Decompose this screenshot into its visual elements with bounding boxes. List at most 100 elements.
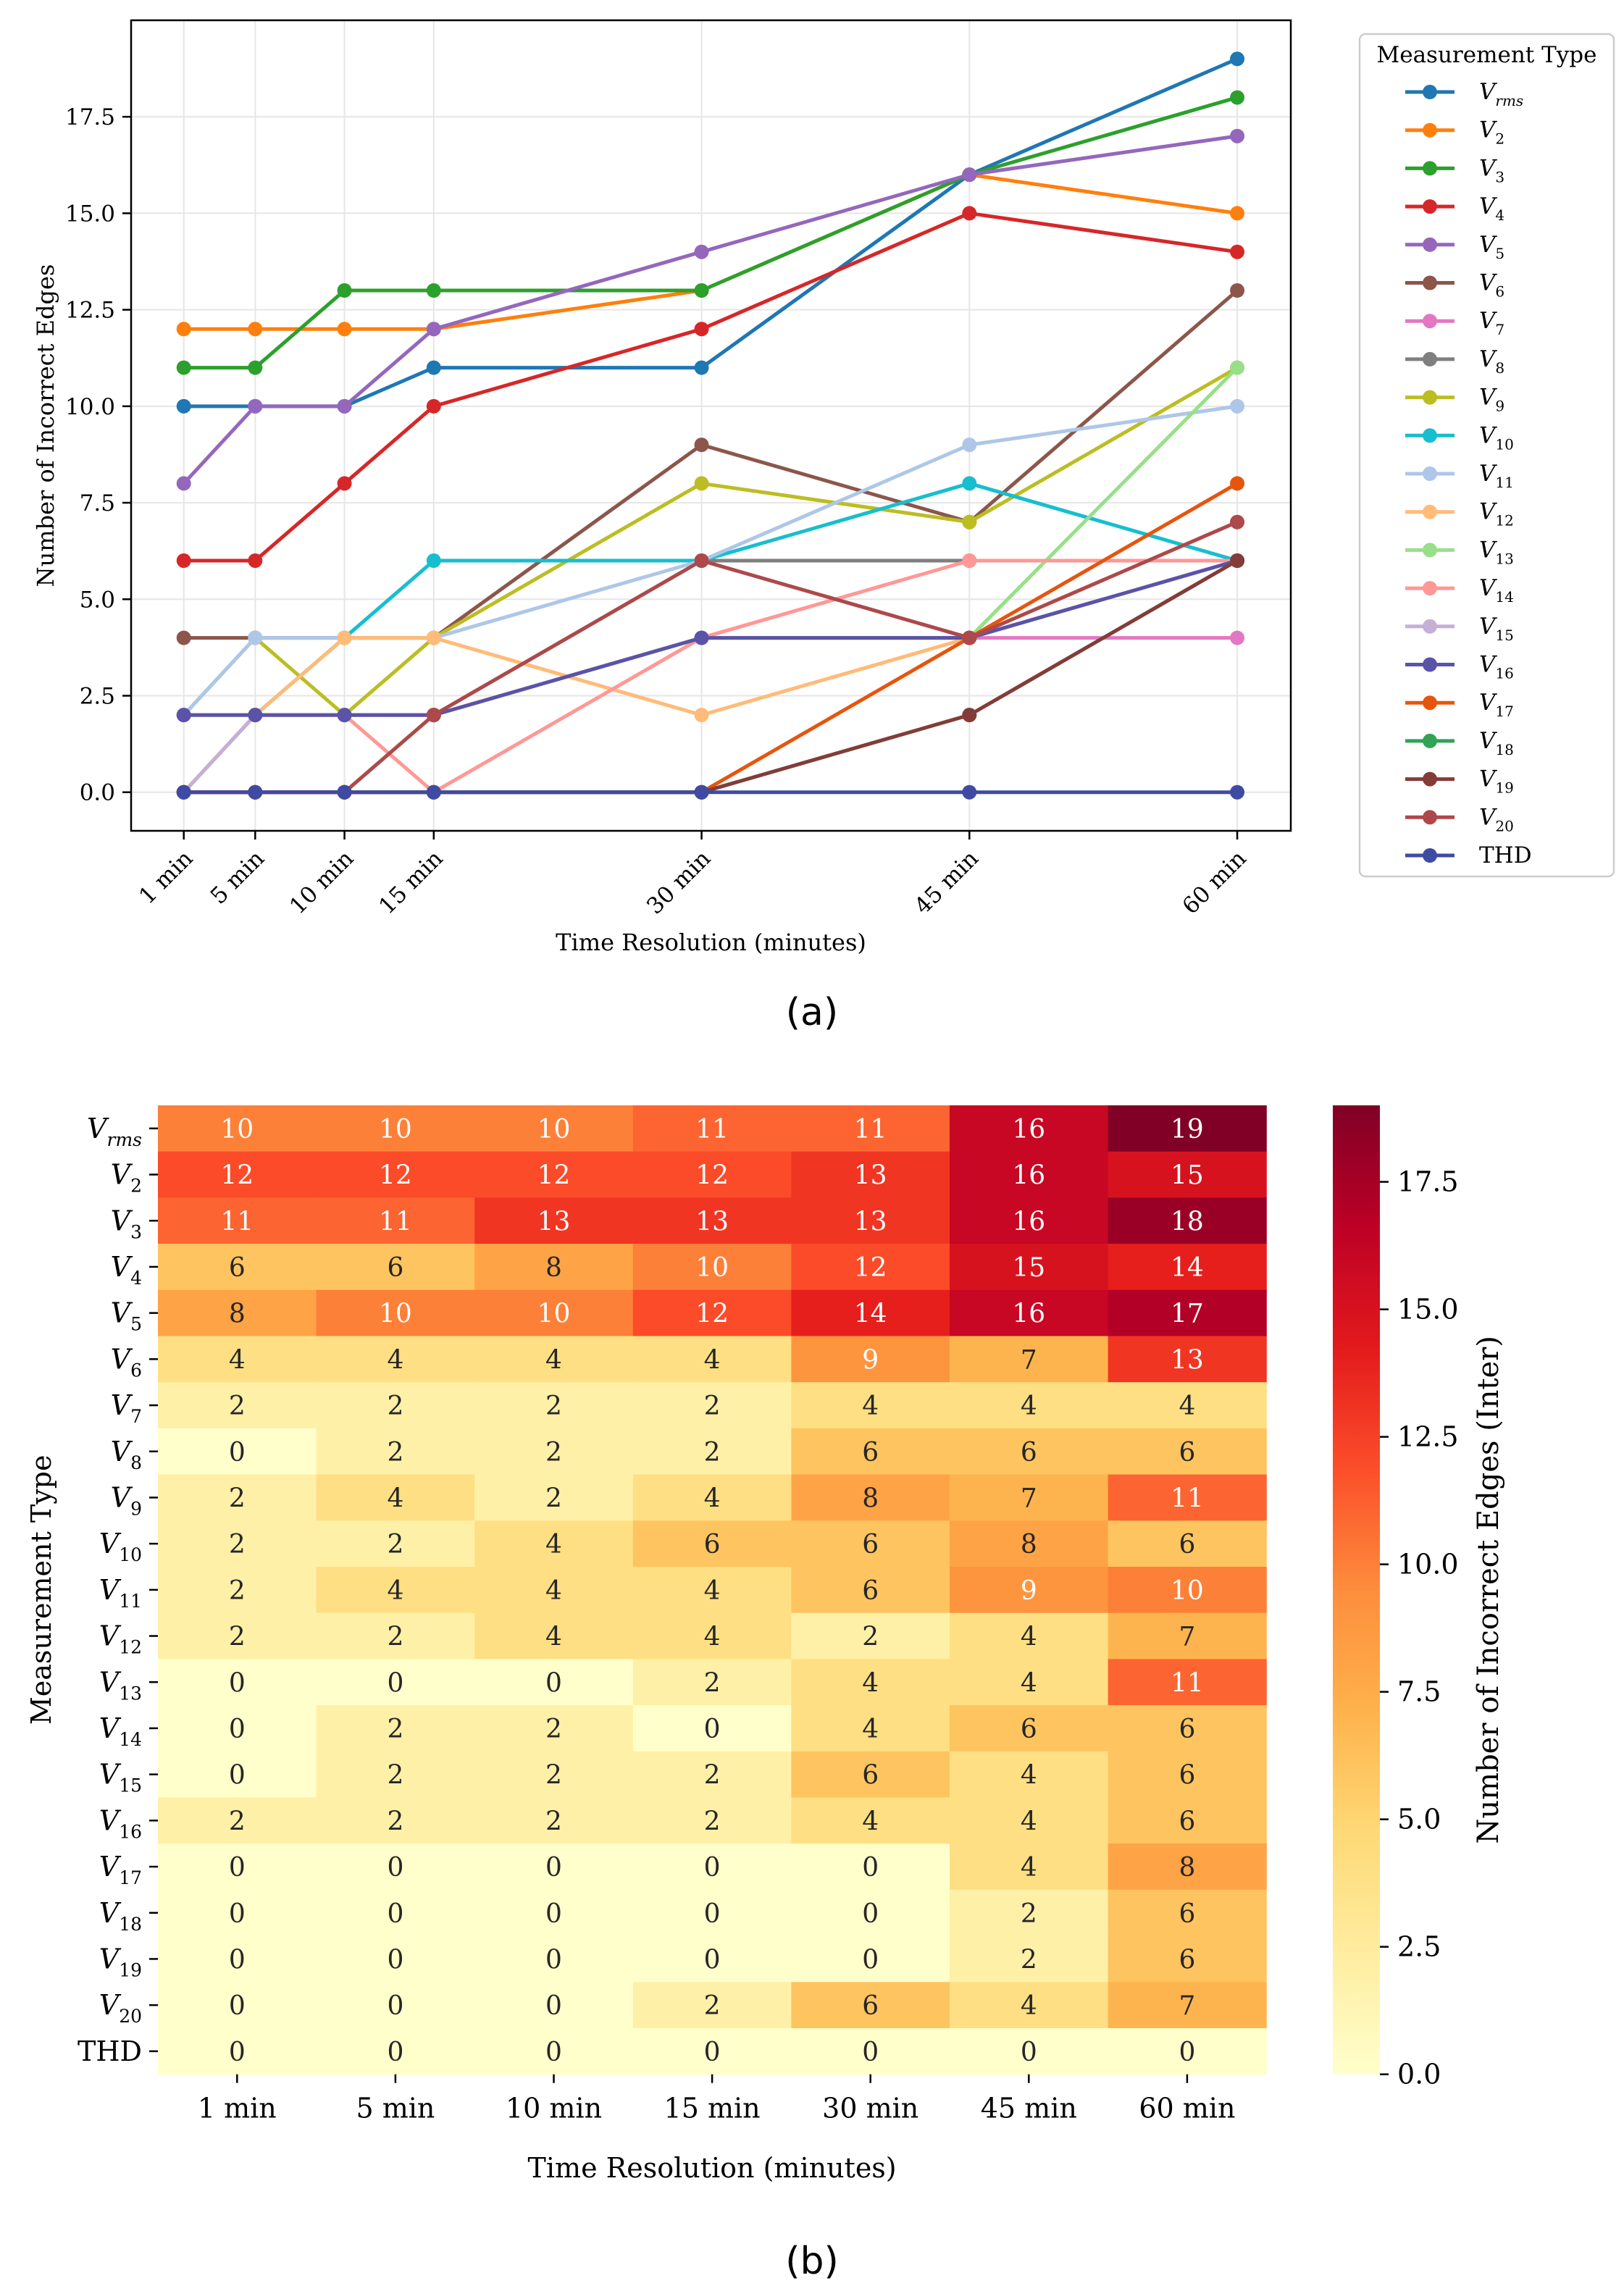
cell-label: 0: [229, 1853, 246, 1883]
row-label: V13: [99, 1666, 142, 1704]
cell-label: 4: [1021, 1807, 1037, 1836]
row-label: V20: [99, 1989, 142, 2027]
cell-label: 2: [545, 1715, 562, 1744]
heatmap-cell: [158, 1474, 317, 1521]
heatmap-cell: [474, 1151, 634, 1198]
series-line: [183, 366, 1239, 795]
heatmap-cell: [791, 1797, 950, 1844]
cell-label: 11: [220, 1207, 254, 1236]
heatmap-cell: [158, 1797, 317, 1844]
cell-label: 4: [1021, 1991, 1037, 2021]
cell-label: 18: [1171, 1207, 1204, 1236]
y-tick-label: 17.5: [65, 104, 115, 130]
cell-label: 0: [229, 1668, 246, 1698]
heatmap-cell: [791, 1567, 950, 1614]
row-label: V2: [111, 1159, 142, 1197]
legend-marker: [1423, 275, 1437, 290]
heatmap-cell: [632, 1197, 792, 1244]
heatmap-cell: [474, 1520, 634, 1567]
heatmap-cell: [791, 1612, 950, 1659]
heatmap-cell: [158, 1244, 317, 1291]
cell-label: 6: [1179, 1761, 1195, 1791]
data-point: [337, 322, 352, 337]
data-point: [337, 476, 352, 491]
heatmap-cell: [474, 1197, 634, 1244]
cell-label: 8: [545, 1253, 562, 1283]
cell-label: 19: [1171, 1115, 1204, 1144]
x-tick-label: 10 min: [506, 2093, 602, 2125]
data-point: [176, 476, 191, 491]
heatmap-cell: [316, 1935, 475, 1983]
cell-label: 16: [1012, 1161, 1045, 1191]
cell-label: 2: [387, 1715, 403, 1744]
heatmap-cell: [791, 1151, 950, 1198]
series-line: [183, 636, 1238, 717]
cell-label: 13: [537, 1207, 571, 1236]
cell-label: 2: [704, 1668, 721, 1698]
heatmap-cell: [632, 1474, 792, 1521]
data-point: [426, 322, 441, 337]
heatmap-cell: [1108, 1659, 1267, 1706]
heatmap-cell: [474, 1751, 634, 1799]
cell-label: 4: [1179, 1391, 1195, 1421]
heatmap-cell: [632, 1567, 792, 1614]
cell-label: 11: [854, 1115, 887, 1144]
cell-label: 0: [229, 1899, 246, 1929]
data-point: [694, 244, 709, 259]
cell-label: 4: [1021, 1391, 1037, 1421]
heatmap-cell: [950, 1797, 1109, 1844]
cell-label: 0: [862, 1945, 879, 1975]
row-label: V16: [99, 1804, 142, 1842]
cell-label: 0: [387, 1668, 403, 1698]
heatmap-cell: [474, 1289, 634, 1337]
cell-label: 0: [704, 1853, 721, 1883]
cell-label: 7: [1179, 1623, 1195, 1652]
cell-label: 2: [387, 1623, 403, 1652]
legend-label: V8: [1479, 346, 1504, 377]
legend-marker: [1423, 199, 1437, 214]
heatmap-cell: [791, 1705, 950, 1752]
heatmap-cell: [158, 1105, 317, 1152]
cell-label: 9: [862, 1345, 879, 1375]
cell-label: 0: [229, 1438, 246, 1468]
heatmap-cell: [474, 1336, 634, 1383]
data-point: [1230, 553, 1245, 568]
heatmap-cell: [158, 1705, 317, 1752]
heatmap-cell: [158, 1382, 317, 1429]
heatmap-cell: [158, 1935, 317, 1983]
heatmap-cell: [474, 1705, 634, 1752]
data-point: [962, 476, 977, 491]
heatmap-cell: [632, 1428, 792, 1475]
data-point: [694, 438, 709, 453]
cell-label: 12: [854, 1253, 887, 1283]
heatmap-cell: [158, 1197, 317, 1244]
data-point: [337, 283, 352, 298]
heatmap-cell: [791, 1197, 950, 1244]
data-point: [426, 360, 441, 375]
heatmap-cell: [950, 1935, 1109, 1983]
cell-label: 10: [220, 1115, 254, 1144]
data-point: [1230, 90, 1245, 105]
heatmap-cell: [791, 1659, 950, 1706]
legend-item: V16: [1405, 652, 1514, 682]
x-tick-label: 5 min: [206, 845, 269, 909]
legend-item: V7: [1405, 308, 1504, 338]
cell-label: 0: [229, 1991, 246, 2021]
heatmap-cell: [316, 1336, 475, 1383]
cell-label: 16: [1012, 1299, 1045, 1329]
data-point: [1230, 476, 1245, 491]
heatmap-cell: [1108, 1474, 1267, 1521]
colorbar-tick-label: 0.0: [1397, 2059, 1441, 2090]
x-tick-label: 10 min: [285, 845, 359, 919]
heatmap-cell: [632, 1843, 792, 1891]
data-point: [176, 553, 191, 568]
legend-marker: [1423, 810, 1437, 825]
x-tick-label: 1 min: [198, 2093, 277, 2125]
heatmap-cell: [316, 1474, 475, 1521]
cell-label: 0: [229, 2038, 246, 2067]
heatmap-cell: [158, 1151, 317, 1198]
cell-label: 6: [1179, 1530, 1195, 1560]
data-point: [176, 322, 191, 337]
heatmap-cell: [632, 2028, 792, 2075]
heatmap-cell: [316, 1567, 475, 1614]
